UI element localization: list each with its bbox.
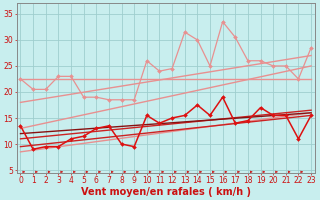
X-axis label: Vent moyen/en rafales ( km/h ): Vent moyen/en rafales ( km/h ) [81,187,251,197]
